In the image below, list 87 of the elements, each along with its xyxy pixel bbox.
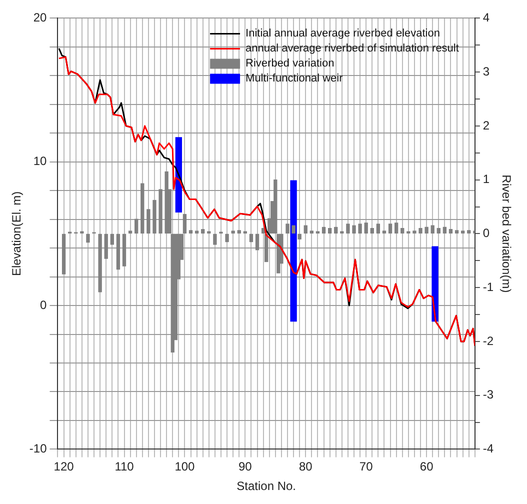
bar: [298, 234, 302, 240]
bar: [80, 231, 84, 234]
bar: [364, 222, 368, 234]
y-tick-label: 10: [33, 154, 48, 168]
y2-tick-label: 1: [482, 172, 490, 186]
y2-tick-label: 2: [482, 118, 490, 132]
bar: [292, 225, 296, 234]
bar: [62, 234, 66, 274]
bar: [316, 231, 320, 234]
bar: [424, 226, 428, 234]
bar: [352, 225, 356, 234]
bar: [188, 230, 193, 234]
x-tick-label: 70: [359, 460, 374, 474]
legend-label: annual average riverbed of simulation result: [246, 42, 459, 55]
bar: [334, 226, 338, 234]
bar: [122, 234, 126, 266]
legend-label: Initial annual average riverbed elevation: [246, 28, 440, 40]
bar: [249, 234, 254, 242]
y2-tick-label: -1: [482, 280, 494, 294]
bar: [175, 137, 182, 212]
y-tick-label: 20: [33, 10, 48, 25]
bar: [418, 228, 422, 234]
bar: [243, 231, 248, 234]
y2-tick-label: -2: [482, 334, 494, 348]
bar: [255, 234, 260, 250]
y2-tick-label: -3: [482, 388, 494, 402]
bar: [382, 230, 386, 234]
bar: [376, 224, 380, 234]
bar: [394, 222, 398, 234]
x-tick-label: 110: [114, 460, 134, 474]
bar: [207, 231, 211, 234]
bar: [146, 209, 150, 234]
y2-axis-title: River bed variation(m): [499, 174, 514, 293]
x-tick-label: 80: [298, 460, 313, 474]
bar: [158, 189, 162, 234]
bar: [346, 224, 350, 234]
bar: [400, 228, 404, 234]
bar: [412, 230, 416, 234]
bar: [467, 230, 471, 234]
bar: [140, 183, 144, 234]
y-tick-label: 0: [40, 298, 48, 312]
bar: [213, 234, 217, 245]
bar: [128, 230, 132, 234]
bar: [286, 224, 290, 234]
x-tick-label: 100: [174, 460, 196, 474]
bar: [432, 246, 438, 322]
bar: [98, 234, 102, 292]
y-tick-label: -10: [29, 442, 48, 456]
x-tick-label: 120: [54, 460, 74, 474]
bar: [164, 171, 168, 234]
bar: [104, 234, 108, 259]
bar: [406, 231, 410, 234]
bar: [116, 234, 120, 270]
bar: [322, 226, 326, 234]
y-axis-title: Elevation(El. m): [10, 191, 24, 276]
bar: [358, 224, 362, 234]
y2-tick-label: -4: [482, 442, 494, 456]
x-tick-label: 90: [238, 460, 252, 474]
bar: [430, 225, 434, 234]
bar: [370, 228, 374, 234]
bar: [134, 218, 138, 234]
bar: [201, 229, 205, 234]
bar: [310, 230, 314, 234]
y2-tick-label: 0: [482, 226, 490, 240]
bar: [231, 230, 235, 234]
x-tick-label: 60: [420, 460, 434, 474]
y2-tick-label: 4: [482, 10, 490, 25]
bar: [86, 234, 90, 243]
x-axis-title: Station No.: [236, 479, 296, 494]
bar: [237, 230, 241, 234]
bar: [436, 228, 440, 234]
legend-label: Multi-functional weir: [246, 72, 344, 85]
bar: [328, 228, 332, 234]
bar: [442, 226, 447, 234]
bar: [225, 234, 229, 242]
bar: [152, 200, 156, 234]
bar: [290, 180, 297, 322]
bar: [454, 230, 459, 234]
bar: [448, 229, 453, 234]
bar: [304, 225, 308, 234]
bar: [340, 231, 344, 234]
bar: [110, 234, 114, 245]
bar: [461, 230, 465, 234]
legend-label: Riverbed variation: [246, 58, 334, 70]
y2-tick-label: 3: [482, 64, 490, 78]
bar: [388, 224, 392, 234]
bar: [194, 230, 199, 234]
